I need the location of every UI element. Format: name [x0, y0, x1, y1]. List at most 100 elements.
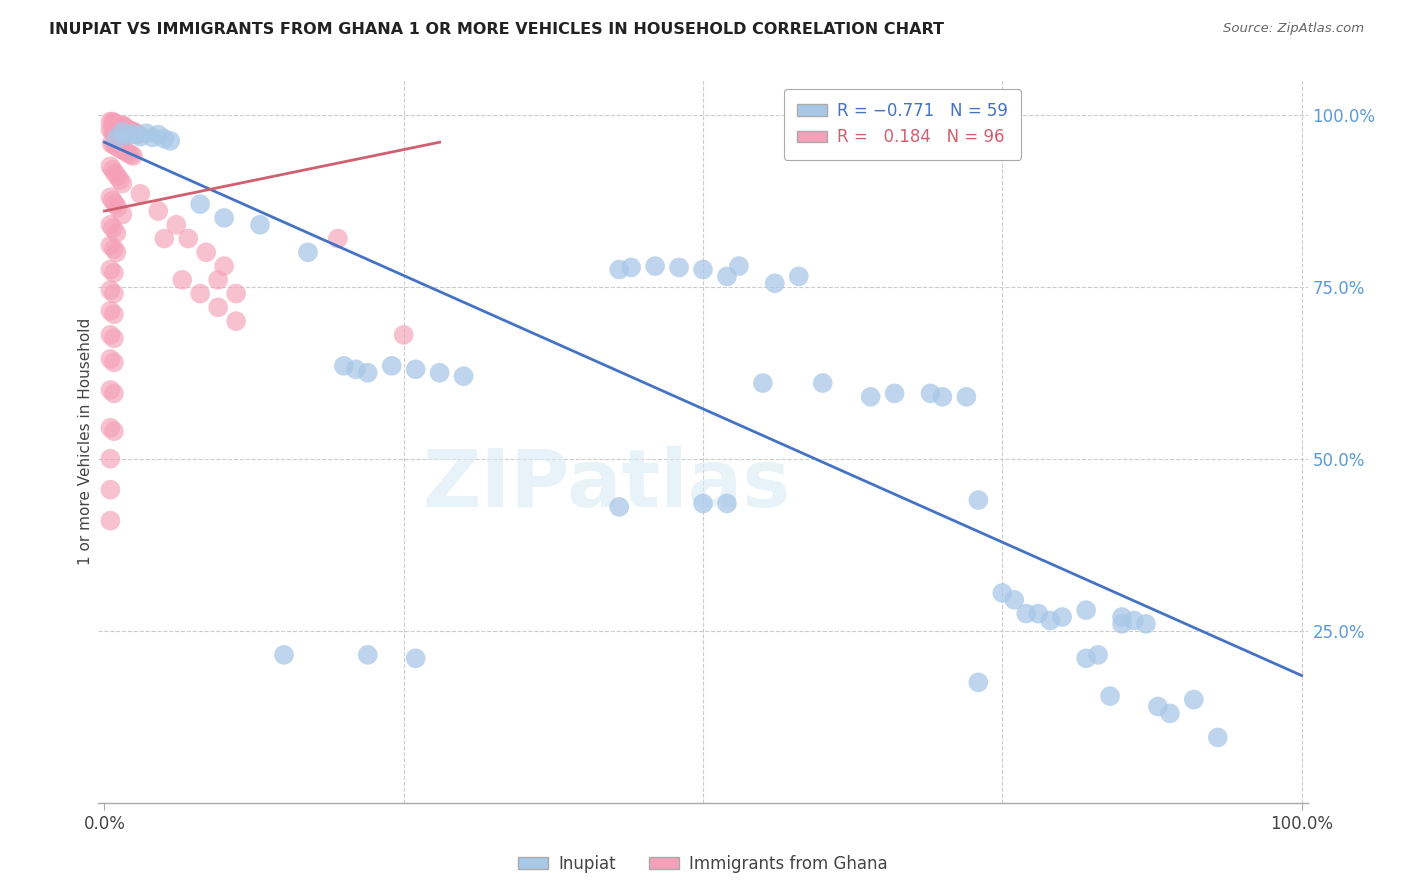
Point [297, 245, 319, 260]
Point [120, 125, 142, 139]
Point [453, 369, 475, 384]
Point [107, 120, 129, 134]
Point [100, 283, 122, 297]
Point [103, 286, 125, 301]
Point [811, 376, 834, 390]
Point [124, 125, 146, 139]
Point [107, 129, 129, 144]
Point [122, 149, 145, 163]
Point [991, 586, 1014, 600]
Point [207, 301, 229, 315]
Point [111, 120, 134, 134]
Point [100, 136, 122, 151]
Point [429, 366, 451, 380]
Point [159, 134, 181, 148]
Point [100, 421, 122, 435]
Point [273, 648, 295, 662]
Point [107, 131, 129, 145]
Point [101, 221, 124, 235]
Point [107, 141, 129, 155]
Point [103, 386, 125, 401]
Point [1182, 692, 1205, 706]
Point [728, 259, 751, 273]
Text: ZIPatlas: ZIPatlas [422, 446, 790, 524]
Point [105, 132, 128, 146]
Point [148, 204, 170, 219]
Point [716, 496, 738, 510]
Point [115, 145, 138, 159]
Point [1147, 699, 1170, 714]
Point [955, 390, 977, 404]
Point [105, 139, 128, 153]
Point [111, 135, 134, 149]
Point [103, 355, 125, 369]
Point [103, 424, 125, 438]
Point [103, 307, 125, 321]
Point [129, 186, 152, 201]
Point [107, 118, 129, 132]
Point [607, 262, 630, 277]
Point [620, 260, 643, 275]
Point [177, 231, 200, 245]
Point [101, 114, 124, 128]
Point [381, 359, 404, 373]
Point [100, 303, 122, 318]
Point [124, 127, 146, 141]
Text: INUPIAT VS IMMIGRANTS FROM GHANA 1 OR MORE VEHICLES IN HOUSEHOLD CORRELATION CHA: INUPIAT VS IMMIGRANTS FROM GHANA 1 OR MO… [49, 22, 945, 37]
Point [1087, 648, 1109, 662]
Point [112, 120, 135, 135]
Point [1026, 607, 1049, 621]
Point [105, 117, 128, 131]
Point [104, 117, 127, 131]
Point [141, 130, 163, 145]
Point [107, 169, 129, 184]
Point [344, 362, 367, 376]
Point [188, 286, 211, 301]
Point [117, 128, 139, 143]
Point [105, 226, 128, 240]
Point [100, 238, 122, 252]
Point [249, 218, 271, 232]
Point [1050, 610, 1073, 624]
Point [1159, 706, 1181, 721]
Point [135, 126, 157, 140]
Point [153, 231, 176, 245]
Point [129, 129, 152, 144]
Point [108, 120, 131, 134]
Point [117, 123, 139, 137]
Point [107, 119, 129, 133]
Point [1123, 614, 1146, 628]
Point [110, 134, 132, 148]
Point [100, 483, 122, 497]
Point [1099, 689, 1122, 703]
Point [103, 138, 125, 153]
Point [100, 514, 122, 528]
Point [100, 159, 122, 173]
Point [100, 123, 122, 137]
Point [110, 142, 132, 156]
Point [100, 451, 122, 466]
Point [967, 675, 990, 690]
Point [104, 197, 127, 211]
Point [326, 231, 349, 245]
Point [108, 173, 131, 187]
Point [101, 194, 124, 208]
Point [1111, 610, 1133, 624]
Point [153, 132, 176, 146]
Point [392, 327, 415, 342]
Point [117, 146, 139, 161]
Point [1111, 616, 1133, 631]
Point [105, 245, 128, 260]
Point [752, 376, 775, 390]
Point [111, 207, 134, 221]
Legend: Inupiat, Immigrants from Ghana: Inupiat, Immigrants from Ghana [512, 848, 894, 880]
Point [883, 386, 905, 401]
Point [225, 286, 247, 301]
Point [118, 123, 141, 137]
Point [100, 218, 122, 232]
Point [115, 122, 138, 136]
Point [105, 119, 128, 133]
Point [225, 314, 247, 328]
Point [100, 190, 122, 204]
Point [405, 362, 427, 376]
